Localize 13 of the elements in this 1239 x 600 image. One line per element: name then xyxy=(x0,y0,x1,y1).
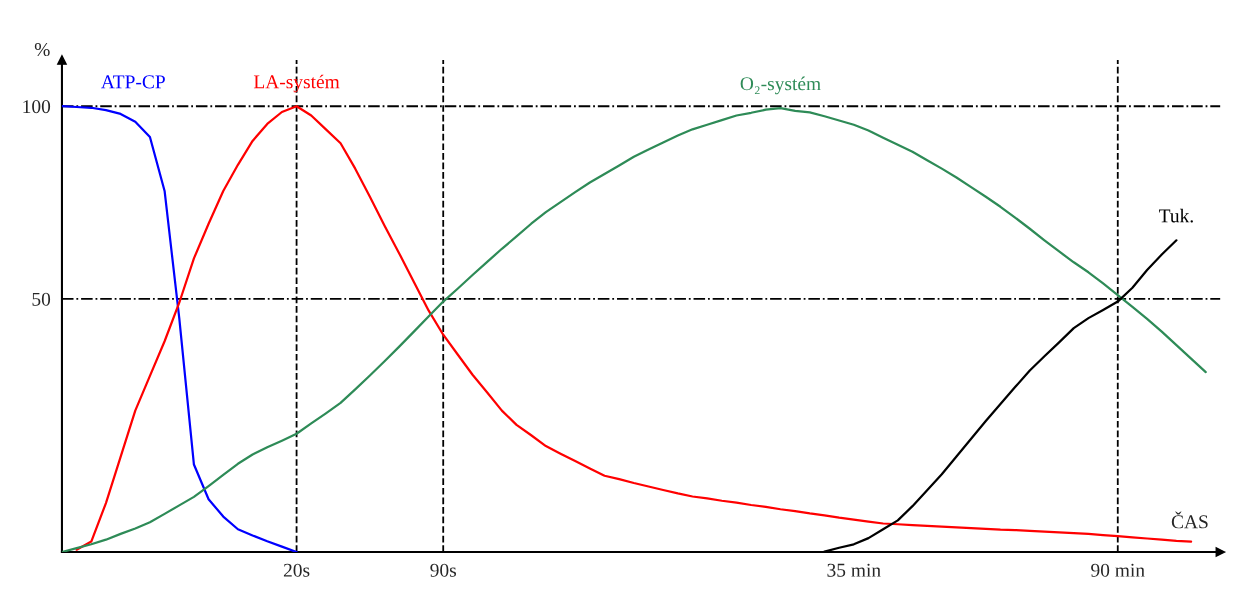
x-tick-label: 90s xyxy=(430,563,457,577)
y-tick-label: 100 xyxy=(23,100,51,114)
y-axis-title: % xyxy=(34,42,50,57)
x-tick-label: 35 min xyxy=(827,563,881,577)
series-label: Tuk. xyxy=(1159,208,1193,223)
x-axis-title: ČAS xyxy=(1171,511,1208,529)
x-tick-label: 90 min xyxy=(1091,563,1145,577)
line-series xyxy=(61,105,298,552)
x-tick-label: 20s xyxy=(283,563,310,577)
series-label: ATP-CP xyxy=(101,75,165,89)
y-tick-label: 50 xyxy=(32,292,51,306)
series-label: O₂-systém xyxy=(740,76,821,95)
series-label: LA-systém xyxy=(253,74,340,93)
